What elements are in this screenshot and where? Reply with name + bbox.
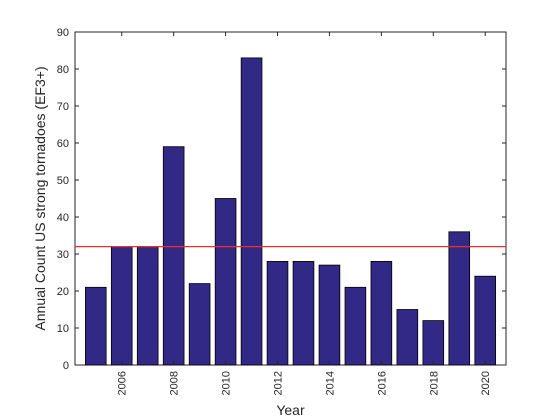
bar-2010 — [214, 198, 237, 366]
bar-2013 — [292, 260, 315, 366]
y-tick-label: 20 — [57, 286, 69, 298]
x-axis-title: Year — [276, 402, 305, 418]
y-axis: 0 10 20 30 40 50 60 70 80 90 — [57, 27, 506, 372]
bar-2018 — [422, 320, 445, 366]
y-tick-label: 30 — [57, 249, 69, 261]
bar-2012 — [266, 260, 289, 366]
x-tick-label: 2006 — [117, 371, 129, 395]
y-axis-title: Annual Count US strong tornadoes (EF3+) — [32, 66, 48, 330]
bar-2016 — [370, 260, 393, 366]
y-tick-label: 60 — [57, 138, 69, 150]
bar-2019 — [448, 231, 471, 366]
bar-2007 — [136, 246, 159, 366]
bar-2020 — [474, 275, 497, 366]
x-tick-label: 2010 — [221, 371, 233, 395]
y-tick-label: 0 — [63, 360, 69, 372]
bar-2009 — [188, 283, 211, 366]
bars — [84, 57, 497, 366]
y-tick-label: 70 — [57, 101, 69, 113]
bar-2014 — [318, 264, 341, 366]
y-tick-label: 10 — [57, 323, 69, 335]
x-axis: 2006 2008 2010 2012 2014 2016 2018 2020 — [117, 32, 492, 395]
bar-2017 — [396, 309, 419, 366]
y-tick-label: 80 — [57, 64, 69, 76]
bar-2008 — [162, 146, 185, 366]
y-tick-label: 90 — [57, 27, 69, 39]
x-tick-label: 2014 — [324, 371, 336, 395]
x-tick-label: 2016 — [376, 371, 388, 395]
bar-2006 — [110, 246, 133, 366]
x-tick-label: 2020 — [480, 371, 492, 395]
x-tick-label: 2018 — [428, 371, 440, 395]
x-tick-label: 2008 — [169, 371, 181, 395]
bar-2011 — [240, 57, 263, 366]
y-tick-label: 40 — [57, 212, 69, 224]
x-tick-label: 2012 — [273, 371, 285, 395]
bar-2005 — [84, 286, 107, 366]
y-tick-label: 50 — [57, 175, 69, 187]
bar-2015 — [344, 286, 367, 366]
